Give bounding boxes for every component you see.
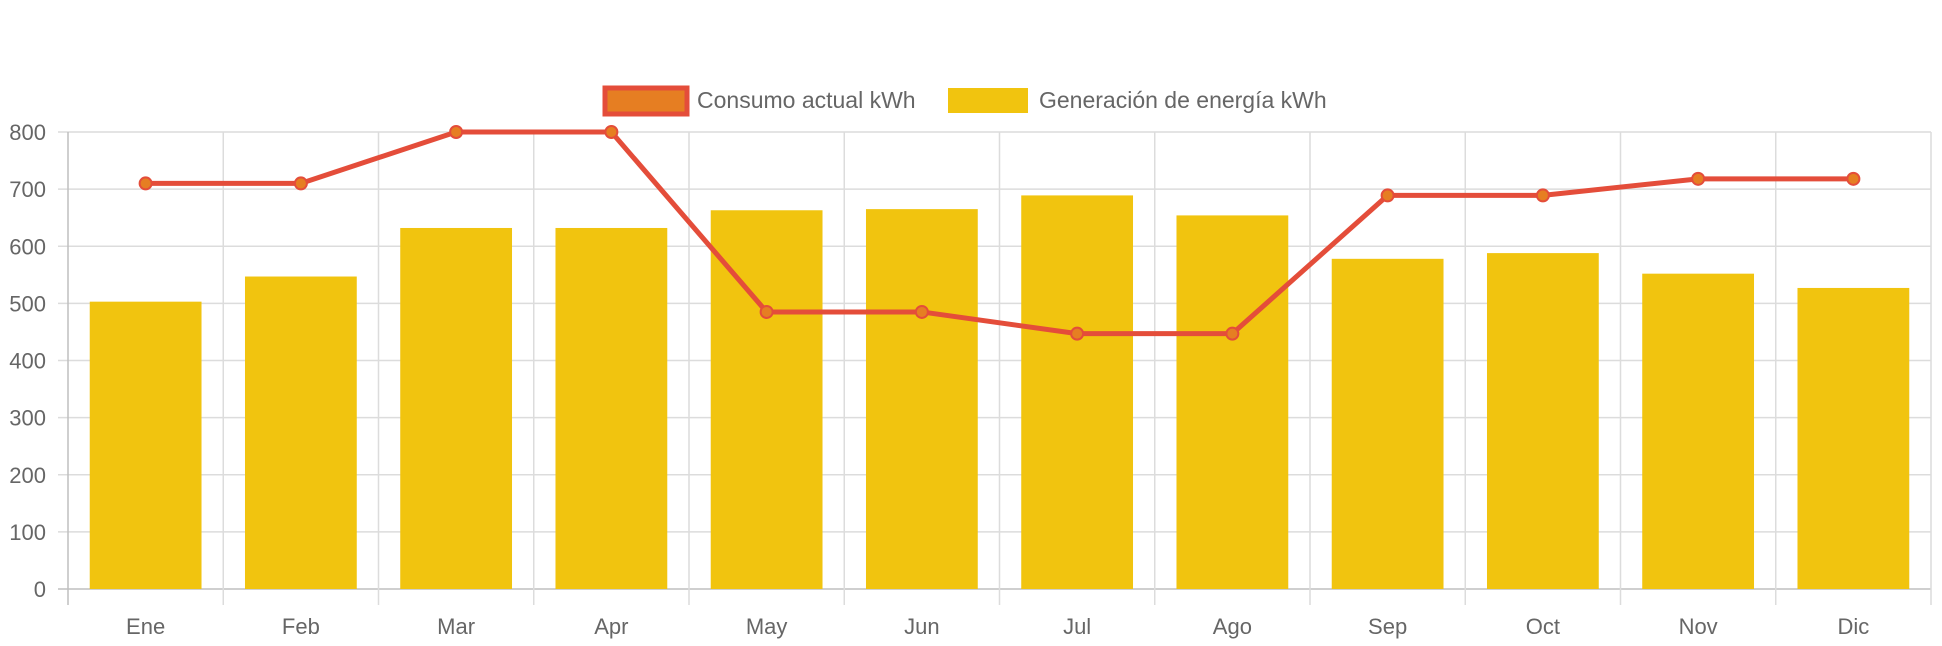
grid — [58, 131, 1932, 605]
legend-label-generacion: Generación de energía kWh — [1039, 87, 1327, 113]
y-tick-label: 300 — [9, 406, 46, 431]
x-tick-label: Ene — [126, 614, 165, 639]
x-tick-label: Sep — [1368, 614, 1407, 639]
legend-swatch-generacion — [948, 88, 1028, 113]
bar-nov[interactable] — [1642, 273, 1755, 589]
bar-feb[interactable] — [244, 276, 357, 589]
y-tick-label: 700 — [9, 177, 46, 202]
point-dic[interactable] — [1846, 171, 1861, 186]
point-sep[interactable] — [1380, 188, 1395, 203]
legend-item-consumo[interactable]: Consumo actual kWh — [602, 85, 916, 117]
y-tick-label: 400 — [9, 349, 46, 374]
x-tick-label: Nov — [1679, 614, 1718, 639]
bar-ago[interactable] — [1176, 215, 1289, 589]
bar-oct[interactable] — [1486, 253, 1599, 590]
y-tick-label: 100 — [9, 520, 46, 545]
point-mar[interactable] — [449, 125, 464, 139]
point-may[interactable] — [759, 304, 774, 319]
point-apr[interactable] — [604, 125, 619, 139]
bar-series — [89, 195, 1910, 590]
legend-label-consumo: Consumo actual kWh — [697, 87, 916, 113]
bar-may[interactable] — [710, 210, 823, 590]
y-tick-label: 0 — [34, 577, 46, 602]
point-ago[interactable] — [1225, 326, 1240, 341]
x-tick-label: Jun — [904, 614, 939, 639]
y-tick-label: 600 — [9, 234, 46, 259]
point-ene[interactable] — [138, 176, 153, 191]
x-tick-label: Mar — [437, 614, 475, 639]
x-tick-label: Ago — [1213, 614, 1252, 639]
bar-mar[interactable] — [400, 227, 513, 589]
line-series — [138, 125, 1861, 341]
x-tick-label: Oct — [1526, 614, 1560, 639]
bar-jun[interactable] — [865, 209, 978, 589]
bar-ene[interactable] — [89, 301, 202, 589]
y-tick-label: 800 — [9, 120, 46, 145]
line-consumo — [145, 129, 1854, 337]
legend-swatch-consumo — [602, 85, 690, 117]
x-tick-label: Jul — [1063, 614, 1091, 639]
bar-jul[interactable] — [1021, 195, 1134, 589]
y-tick-label: 500 — [9, 291, 46, 316]
x-tick-label: Dic — [1837, 614, 1869, 639]
point-jul[interactable] — [1070, 326, 1085, 341]
point-nov[interactable] — [1691, 171, 1706, 186]
x-tick-label: May — [746, 614, 788, 639]
bar-sep[interactable] — [1331, 258, 1444, 589]
bar-dic[interactable] — [1797, 287, 1910, 589]
point-oct[interactable] — [1535, 188, 1550, 203]
point-feb[interactable] — [293, 176, 308, 191]
x-tick-label: Apr — [594, 614, 628, 639]
bar-apr[interactable] — [555, 227, 668, 589]
x-tick-label: Feb — [282, 614, 320, 639]
y-tick-label: 200 — [9, 463, 46, 488]
legend: Consumo actual kWh Generación de energía… — [602, 85, 1327, 117]
axes: 0 100 200 300 400 500 600 700 800 Ene Feb Mar Apr May… — [9, 120, 1869, 639]
legend-item-generacion[interactable]: Generación de energía kWh — [948, 87, 1327, 113]
point-jun[interactable] — [914, 304, 929, 319]
